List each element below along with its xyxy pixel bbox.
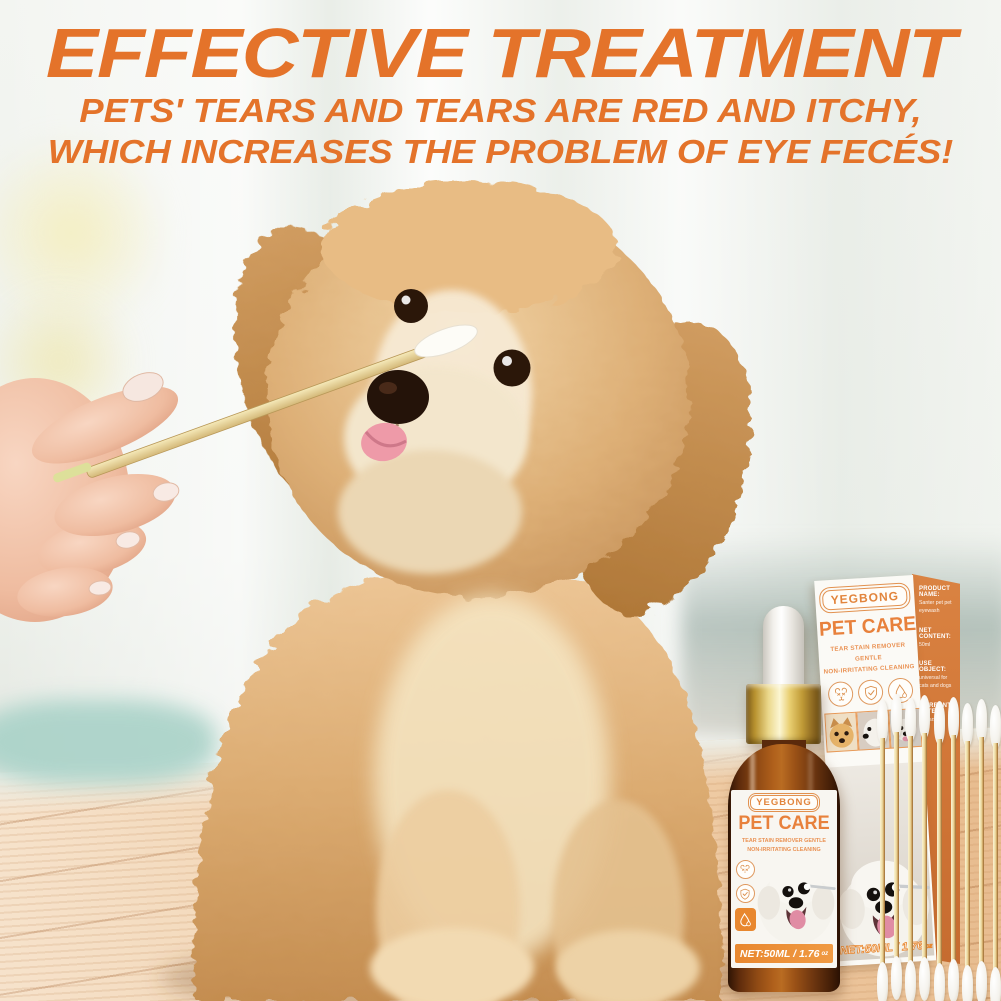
- cotton-swab: [891, 694, 903, 1000]
- side-panel-label: NET CONTENT:: [919, 627, 951, 640]
- page-title: EFFECTIVE TREATMENT: [45, 14, 956, 92]
- bottle-net-weight: NET:50ML / 1.76 oz: [735, 944, 833, 963]
- cotton-swab: [905, 698, 917, 1001]
- side-panel-item: PRODUCT NAME: Santer pet pet eyewash: [919, 586, 955, 616]
- label-feature-icons: [734, 860, 756, 931]
- brand-badge: YEGBONG: [747, 792, 821, 813]
- dropper-bottle: YEGBONG PET CARE TEAR STAIN REMOVER GENT…: [722, 604, 864, 996]
- glass-highlight: [750, 752, 755, 798]
- dog-thumbnail: [823, 712, 859, 754]
- bottle-tagline-2: NON-IRRITATING CLEANING: [747, 847, 821, 854]
- dropper-cap: [763, 606, 804, 691]
- dog-face-icon: [735, 860, 755, 879]
- side-panel-label: PRODUCT NAME:: [919, 586, 951, 598]
- teal-blur: [0, 700, 216, 784]
- water-drop-icon: [734, 908, 756, 931]
- water-drop-icon: [887, 677, 914, 705]
- label-bichon-photo: [756, 854, 836, 950]
- cotton-swab: [919, 695, 931, 1001]
- subtitle-line-1: PETS' TEARS AND TEARS ARE RED AND ITCHY,: [79, 92, 922, 130]
- side-panel-label: USE OBJECT:: [919, 661, 947, 674]
- shield-check-icon: [735, 884, 755, 903]
- bottle-label: YEGBONG PET CARE TEAR STAIN REMOVER GENT…: [731, 790, 837, 968]
- glass-highlight: [808, 752, 813, 798]
- feature-icons: [820, 677, 920, 708]
- cotton-swab: [975, 699, 987, 1001]
- bottle-tagline-1: TEAR STAIN REMOVER GENTLE: [741, 838, 827, 844]
- cotton-swab: [990, 705, 1001, 1001]
- cotton-swab: [877, 700, 888, 1001]
- side-panel-value: universal for cats and dogs: [919, 675, 952, 690]
- bottle-product-name: PET CARE: [738, 813, 830, 834]
- cotton-swab: [933, 701, 945, 1001]
- side-panel-item: USE OBJECT: universal for cats and dogs: [919, 661, 955, 691]
- shield-check-icon: [857, 679, 884, 707]
- cotton-swab: [947, 697, 959, 1001]
- subtitle-line-2: WHICH INCREASES THE PROBLEM OF EYE FECÉS…: [47, 132, 954, 170]
- side-panel-item: NET CONTENT: 50ml: [919, 628, 955, 650]
- gold-collar: [746, 684, 821, 744]
- cotton-swab: [961, 703, 973, 1001]
- cotton-swab-bundle: [877, 694, 1001, 1001]
- side-panel-value: Santer pet pet eyewash: [919, 600, 952, 614]
- dog-face-icon: [827, 681, 854, 708]
- side-panel-value: 50ml: [919, 641, 931, 648]
- headline-block: EFFECTIVE TREATMENT PETS' TEARS AND TEAR…: [0, 14, 1001, 170]
